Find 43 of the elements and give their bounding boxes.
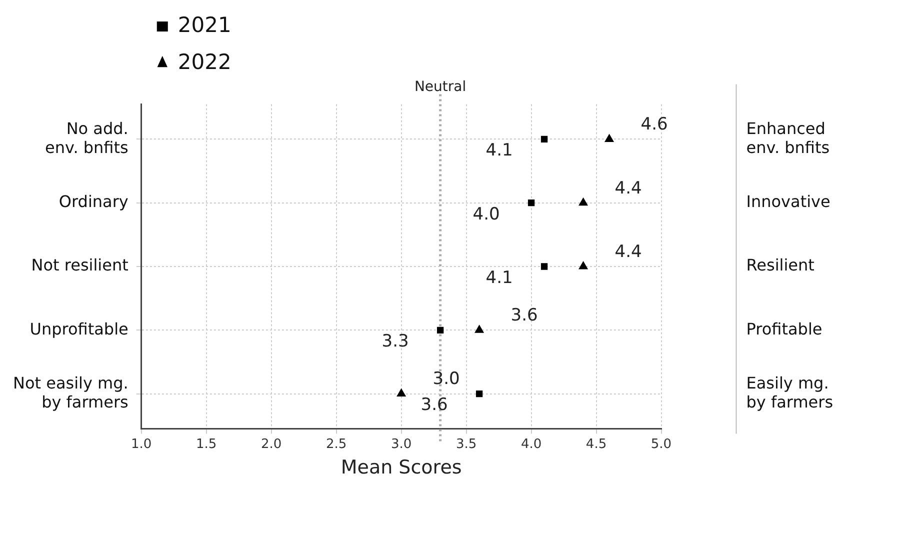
data-label: 4.1	[486, 268, 513, 288]
data-label: 4.6	[640, 114, 668, 135]
data-label: 3.6	[510, 306, 538, 326]
point	[436, 326, 444, 334]
x-tick-label: 1.5	[196, 436, 217, 452]
x-tick-label: 3.5	[456, 436, 477, 452]
data-label: 3.3	[382, 332, 409, 352]
point	[474, 325, 484, 333]
y2-tick-label: Easily mg. by farmers	[746, 373, 834, 412]
y2-tick-label: Profitable	[746, 319, 822, 338]
point	[604, 134, 614, 142]
y-tick-label: Not easily mg. by farmers	[13, 373, 128, 412]
point	[396, 388, 406, 397]
legend-label: 2021	[178, 12, 232, 37]
point	[578, 262, 588, 270]
point	[540, 136, 548, 143]
x-tick-label: 5.0	[650, 436, 672, 452]
legend-label: 2022	[178, 50, 232, 74]
point	[540, 263, 548, 270]
y-tick-label: Not resilient	[31, 256, 128, 275]
y-tick-label: Unprofitable	[30, 319, 128, 338]
data-label: 3.0	[432, 369, 460, 390]
y-tick-label: No add. env. bnfits	[45, 118, 128, 157]
ref-line-label: Neutral	[414, 78, 466, 95]
point	[528, 200, 535, 206]
x-tick-label: 4.0	[520, 436, 542, 452]
point	[476, 390, 483, 398]
data-label: 4.4	[614, 178, 642, 198]
data-label: 4.1	[486, 140, 513, 161]
data-label: 4.4	[614, 242, 642, 262]
y2-tick-label: Enhanced env. bnfits	[746, 118, 830, 157]
x-tick-label: 2.5	[326, 436, 347, 452]
x-tick-label: 1.0	[131, 436, 152, 452]
point	[578, 198, 588, 206]
x-tick-label: 2.0	[261, 436, 282, 452]
x-axis-title: Mean Scores	[340, 456, 462, 479]
x-tick-label: 4.5	[586, 436, 607, 452]
y-tick-label: Ordinary	[58, 192, 128, 212]
x-tick-label: 3.0	[390, 436, 412, 452]
data-label: 4.0	[472, 204, 500, 224]
data-label: 3.6	[420, 395, 448, 416]
y2-tick-label: Innovative	[746, 192, 830, 212]
y2-tick-label: Resilient	[746, 256, 814, 275]
